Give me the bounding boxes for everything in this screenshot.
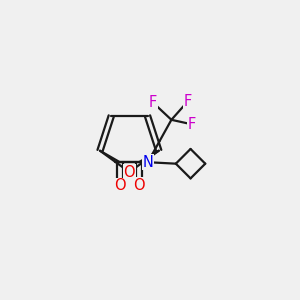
Text: O: O — [133, 178, 145, 193]
Text: F: F — [187, 117, 196, 132]
Text: N: N — [142, 155, 153, 170]
Text: F: F — [184, 94, 192, 109]
Text: O: O — [114, 178, 126, 193]
Text: F: F — [149, 95, 157, 110]
Text: O: O — [124, 165, 135, 180]
